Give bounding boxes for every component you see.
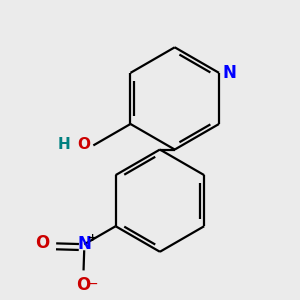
Text: N: N [77, 236, 91, 253]
Text: N: N [223, 64, 237, 82]
Text: +: + [88, 233, 97, 243]
Text: O: O [35, 234, 50, 252]
Text: H: H [58, 137, 70, 152]
Text: −: − [87, 276, 99, 290]
Text: O: O [77, 137, 90, 152]
Text: O: O [76, 276, 91, 294]
